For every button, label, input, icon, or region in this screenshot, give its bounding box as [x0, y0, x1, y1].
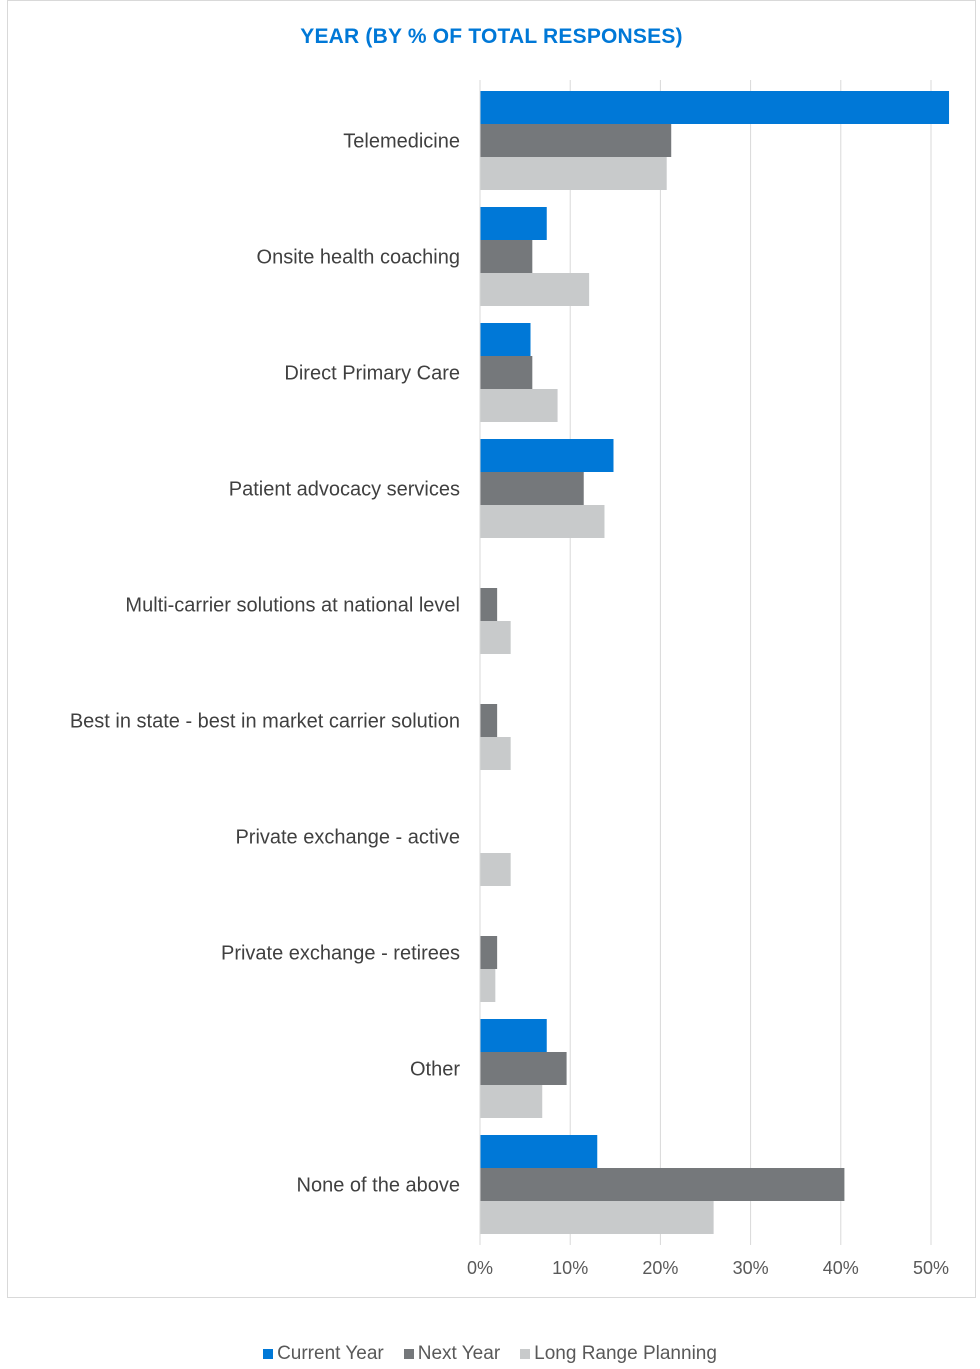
category-label: Multi-carrier solutions at national leve…	[125, 595, 460, 617]
category-label: Telemedicine	[343, 131, 460, 153]
bar-next-year	[480, 472, 584, 505]
bar-next-year	[480, 588, 498, 621]
legend-item: Next Year	[403, 1343, 501, 1365]
legend-label: Next Year	[417, 1343, 501, 1364]
bar-long-range-planning	[480, 505, 605, 538]
legend-swatch	[403, 1349, 414, 1359]
plot-area: Telemedicine Onsite health coaching Direct…	[70, 80, 950, 1278]
x-tick-label: 50%	[913, 1258, 949, 1278]
bar-next-year	[480, 240, 533, 273]
x-tick-label: 10%	[552, 1258, 588, 1278]
legend-item: Long Range Planning	[520, 1343, 717, 1365]
chart-title: YEAR (BY % OF TOTAL RESPONSES)	[300, 25, 683, 48]
legend-label: Current Year	[277, 1343, 384, 1364]
legend: Current Year Next Year Long Range Planning	[0, 1343, 980, 1365]
bar-long-range-planning	[480, 389, 558, 422]
category-label: Other	[410, 1059, 460, 1081]
bar-next-year	[480, 704, 498, 737]
bar-long-range-planning	[480, 1085, 543, 1118]
x-tick-label: 0%	[467, 1258, 493, 1278]
x-tick-label: 20%	[642, 1258, 678, 1278]
bar-next-year	[480, 356, 533, 389]
x-tick-label: 30%	[733, 1258, 769, 1278]
legend-item: Current Year	[263, 1343, 384, 1365]
bar-long-range-planning	[480, 737, 511, 770]
bar-current-year	[480, 1019, 547, 1052]
category-label: Private exchange - active	[235, 827, 460, 849]
bar-next-year	[480, 936, 498, 969]
bar-current-year	[480, 323, 531, 356]
bar-long-range-planning	[480, 157, 667, 190]
category-label: Patient advocacy services	[229, 479, 460, 501]
bar-long-range-planning	[480, 621, 511, 654]
bar-next-year	[480, 1168, 845, 1201]
bar-current-year	[480, 91, 950, 124]
bar-long-range-planning	[480, 969, 496, 1002]
bar-next-year	[480, 124, 672, 157]
x-tick-label: 40%	[823, 1258, 859, 1278]
legend-swatch	[263, 1349, 274, 1359]
bar-next-year	[480, 1052, 567, 1085]
category-label: Onsite health coaching	[257, 247, 460, 269]
bar-long-range-planning	[480, 1201, 714, 1234]
bar-current-year	[480, 207, 547, 240]
bar-current-year	[480, 439, 614, 472]
category-label: Best in state - best in market carrier s…	[70, 711, 460, 733]
category-label: None of the above	[297, 1175, 460, 1197]
category-label: Direct Primary Care	[284, 363, 460, 385]
bar-long-range-planning	[480, 273, 590, 306]
category-label: Private exchange - retirees	[221, 943, 460, 965]
bar-current-year	[480, 1135, 598, 1168]
legend-swatch	[520, 1349, 531, 1359]
legend-label: Long Range Planning	[534, 1343, 717, 1364]
bar-long-range-planning	[480, 853, 511, 886]
